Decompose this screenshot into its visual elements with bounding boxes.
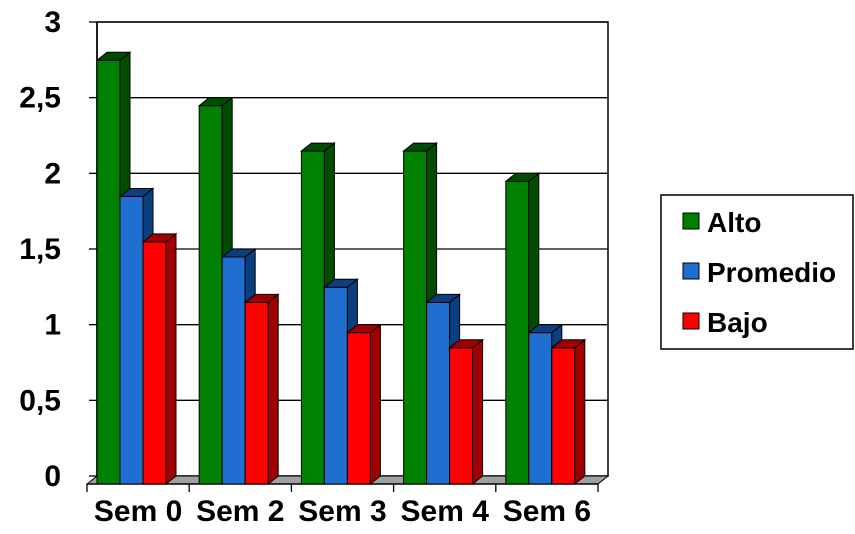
y-tick-label: 1,5: [19, 233, 61, 266]
bar-top-alto-3: [402, 142, 439, 152]
bar-top-promedio-3: [425, 293, 462, 303]
legend-label-alto: Alto: [707, 207, 761, 238]
bar-promedio-3: [426, 301, 451, 485]
bar-side-bajo-2: [369, 323, 381, 486]
bar-bajo-3: [449, 347, 474, 485]
bar-top-bajo-1: [243, 293, 280, 303]
legend-swatch-promedio: [682, 262, 700, 280]
bar-top-alto-0: [95, 51, 132, 61]
bar-top-promedio-0: [118, 187, 155, 197]
bar-alto-3: [403, 150, 428, 485]
x-tick-label: Sem 3: [298, 495, 386, 528]
bar-top-promedio-4: [527, 324, 564, 334]
bar-alto-0: [96, 59, 121, 485]
y-tick-label: 1: [44, 309, 61, 342]
bar-top-bajo-0: [141, 233, 178, 243]
bar-top-promedio-1: [220, 248, 257, 258]
bar-top-alto-4: [504, 172, 541, 182]
bar-top-promedio-2: [322, 278, 359, 288]
bar-side-bajo-0: [165, 232, 177, 486]
bar-promedio-2: [323, 286, 348, 485]
bar-promedio-1: [221, 256, 246, 485]
y-tick-label: 0,5: [19, 384, 61, 417]
bar-promedio-0: [119, 195, 144, 485]
bar-top-bajo-3: [448, 339, 485, 349]
x-tick-label: Sem 4: [401, 495, 490, 528]
y-tick-label: 0: [44, 460, 61, 493]
legend-swatch-bajo: [682, 312, 700, 330]
axis-labels: 0 0,5 1 1,5 2 2,5 3 Sem 0 Sem 2 Sem 3 Sem 4 Sem 6: [19, 6, 591, 528]
y-tick-label: 2,5: [19, 82, 61, 115]
bar-top-alto-2: [299, 142, 336, 152]
bar-bajo-2: [346, 332, 371, 485]
bar-alto-4: [505, 180, 530, 485]
y-tick-label: 2: [44, 157, 61, 190]
y-tick-label: 3: [44, 6, 61, 39]
bar-side-bajo-1: [267, 293, 279, 486]
bar-top-bajo-4: [550, 339, 587, 349]
bars: [95, 51, 587, 486]
x-tick-label: Sem 0: [94, 495, 182, 528]
bar-alto-1: [198, 105, 223, 485]
bar-bajo-0: [142, 241, 167, 485]
x-tick-label: Sem 2: [196, 495, 284, 528]
bar-bajo-4: [551, 347, 576, 485]
bar-side-bajo-4: [574, 338, 586, 486]
bar-promedio-4: [528, 332, 553, 485]
bar-top-alto-1: [197, 97, 234, 107]
bar-side-bajo-3: [472, 338, 484, 486]
bar-bajo-1: [244, 301, 269, 485]
legend-label-promedio: Promedio: [707, 257, 836, 288]
legend-swatch-alto: [682, 212, 700, 230]
bar-top-bajo-2: [345, 324, 382, 334]
legend-label-bajo: Bajo: [707, 307, 768, 338]
bar-alto-2: [300, 150, 325, 485]
x-tick-label: Sem 6: [503, 495, 591, 528]
legend: Alto Promedio Bajo: [660, 194, 854, 350]
